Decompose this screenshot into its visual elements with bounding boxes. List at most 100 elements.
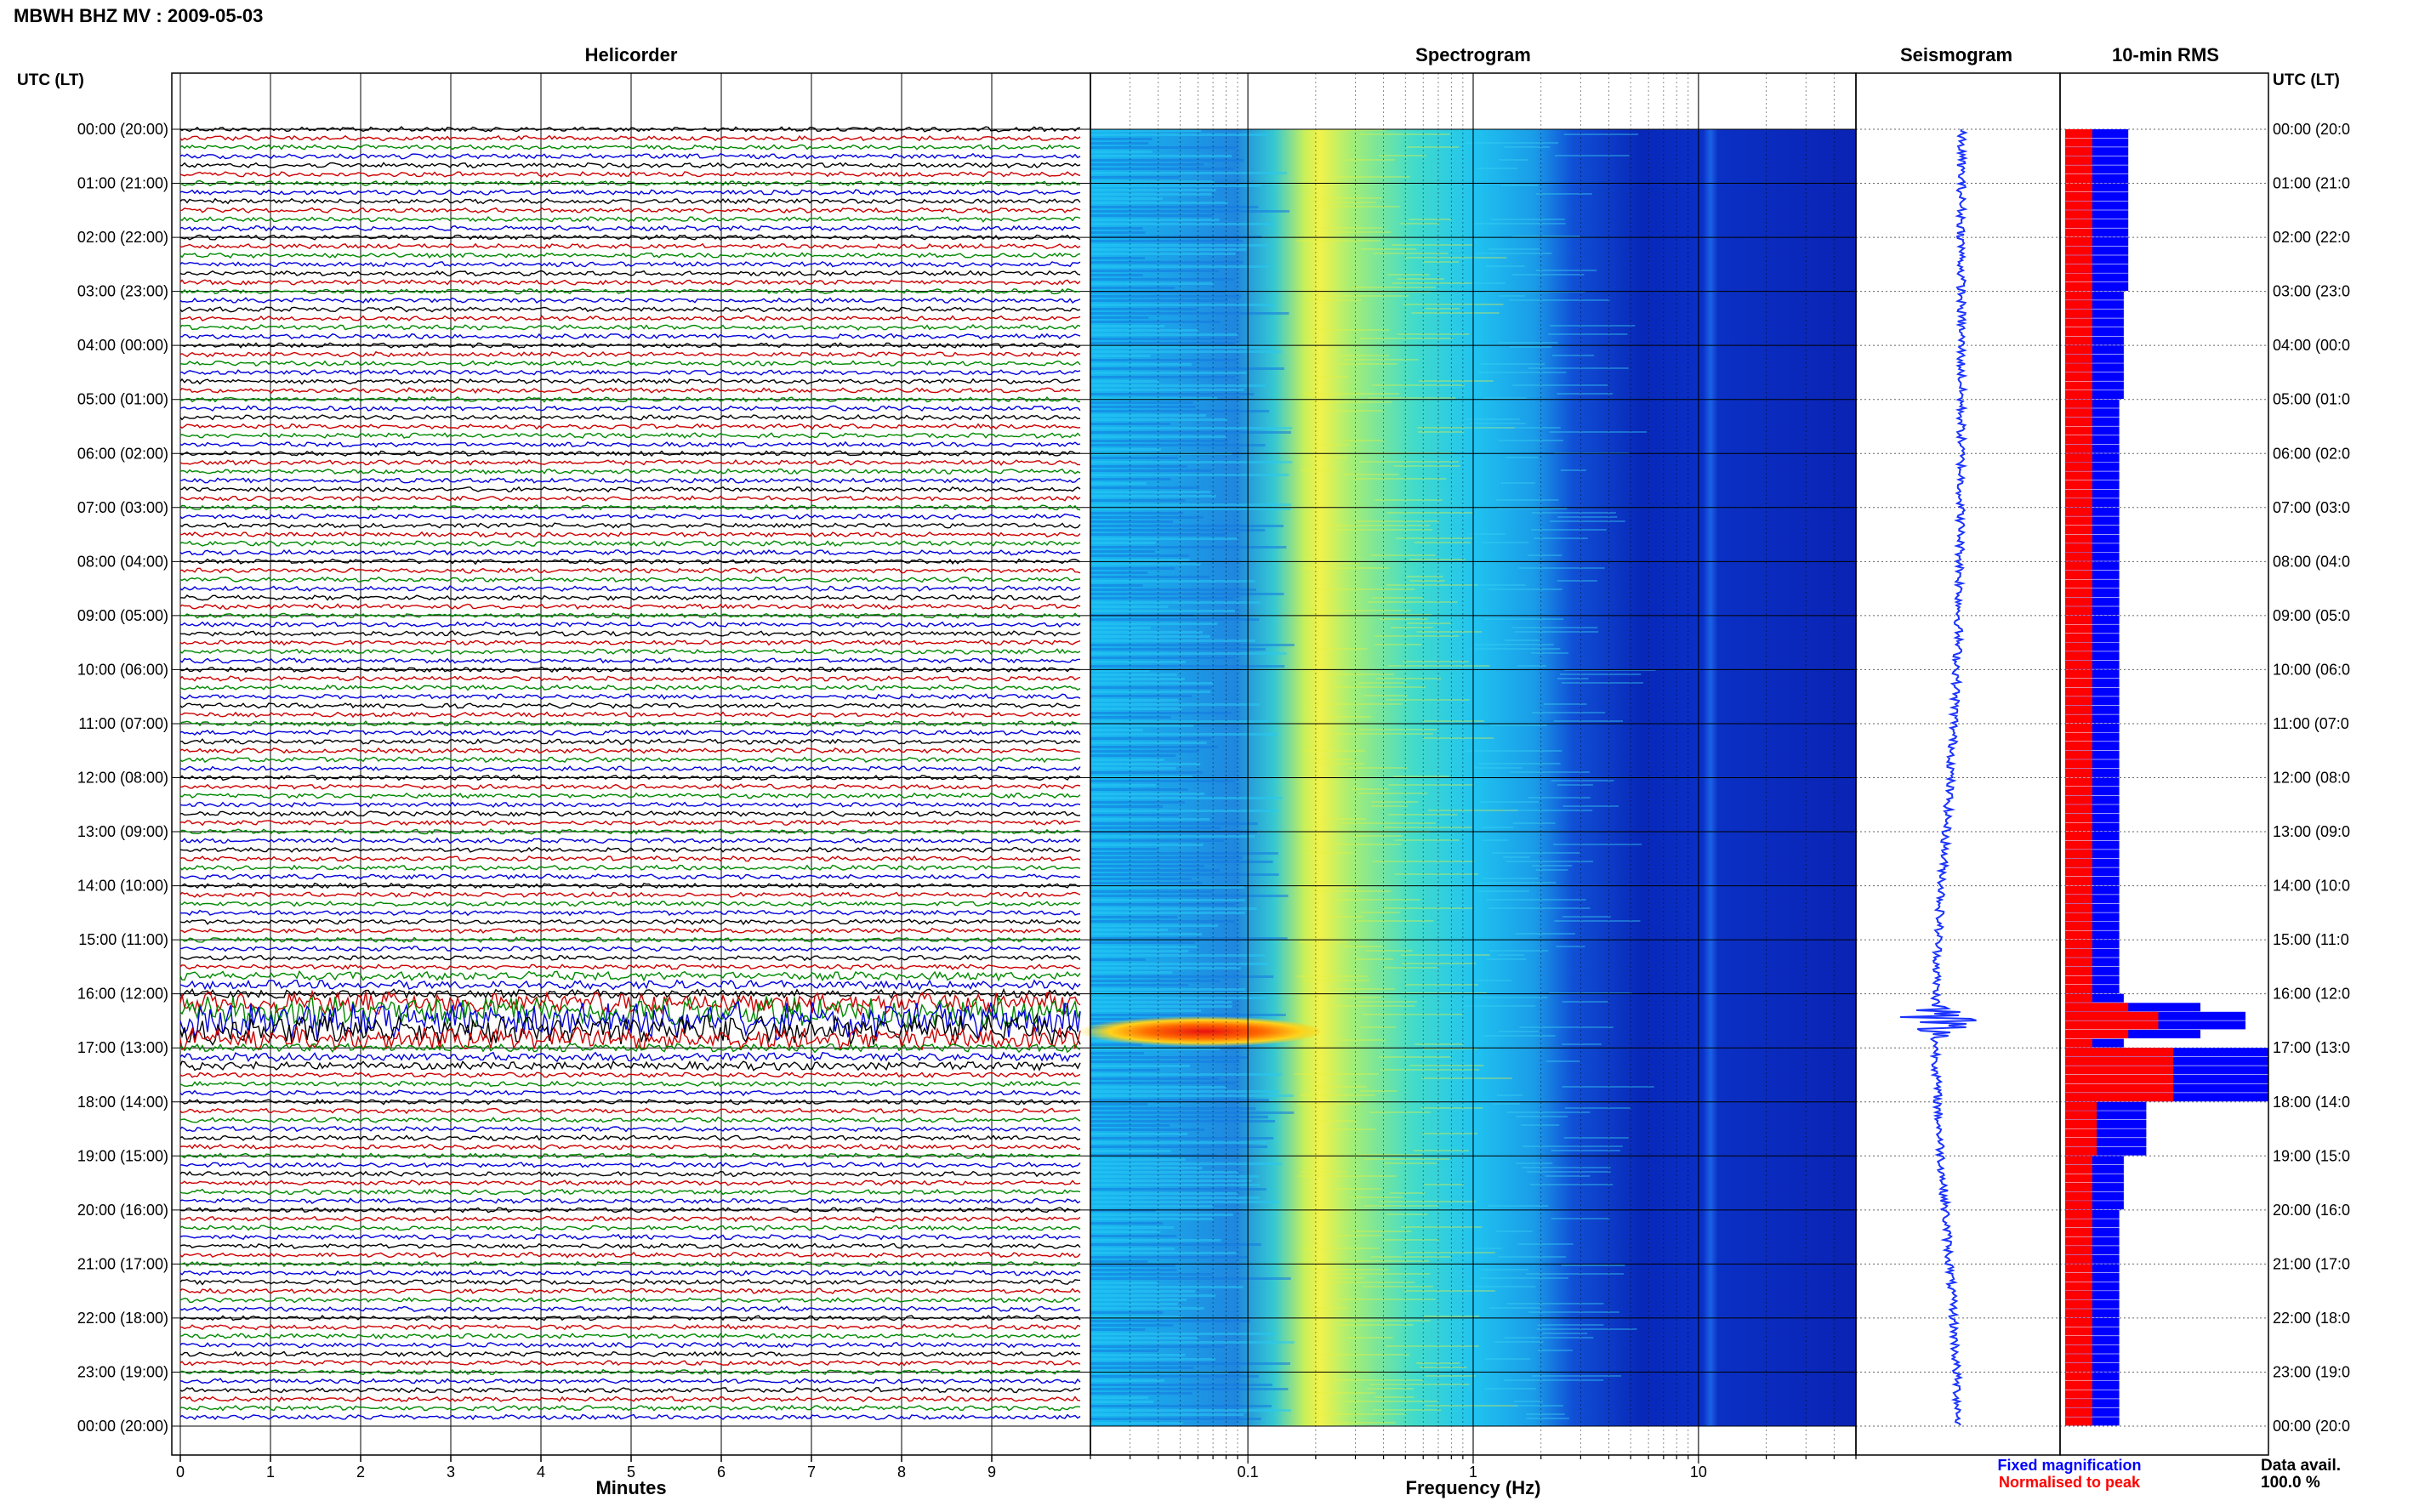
spectrogram-streak xyxy=(1090,661,1187,663)
spectrogram-streak xyxy=(1406,576,1443,577)
helicorder-trace xyxy=(179,864,1081,872)
spectrogram-streak xyxy=(1090,168,1234,170)
spectrogram-streak xyxy=(1090,563,1201,566)
rms-normalised-bar xyxy=(2065,1362,2092,1372)
rms-fixed-bar xyxy=(2065,273,2129,282)
helicorder-trace xyxy=(179,630,1081,637)
rms-normalised-bar xyxy=(2065,264,2092,273)
rms-normalised-bar xyxy=(2065,624,2092,634)
rms-fixed-bar xyxy=(2065,1128,2147,1138)
spectrogram-streak xyxy=(1383,1162,1437,1164)
rms-normalised-bar xyxy=(2065,354,2092,363)
spectrogram-streak xyxy=(1482,542,1528,543)
spectrogram-streak xyxy=(1090,329,1198,332)
helicorder-trace xyxy=(179,1323,1081,1331)
spectrogram-streak xyxy=(1375,678,1442,679)
spectrogram-streak xyxy=(1500,185,1539,186)
spectrogram-streak xyxy=(1465,750,1562,752)
helicorder-trace xyxy=(179,747,1081,754)
rms-fixed-bar xyxy=(2065,174,2129,183)
rms-fixed-bar xyxy=(2065,309,2124,318)
spectrogram-streak xyxy=(1499,295,1525,297)
rms-normalised-bar xyxy=(2065,417,2092,426)
hour-label: 05:00 (01:00) xyxy=(77,391,168,408)
spectrogram-streak xyxy=(1373,253,1449,254)
hour-label: 06:00 (02:00) xyxy=(77,445,168,462)
spectrogram-streak xyxy=(1090,1303,1178,1305)
rms-normalised-bar xyxy=(2065,615,2092,624)
rms-normalised-bar xyxy=(2065,822,2092,832)
spectrogram-streak xyxy=(1090,146,1237,149)
spectrogram-streak xyxy=(1422,737,1494,739)
helicorder-trace xyxy=(179,585,1081,592)
spectrogram-streak xyxy=(1360,1090,1397,1092)
spectrogram-streak xyxy=(1512,822,1556,824)
spectrogram-streak xyxy=(1323,610,1411,611)
rms-normalised-bar xyxy=(2065,372,2092,381)
rms-fixed-bar xyxy=(2065,1191,2124,1201)
rms-normalised-bar xyxy=(2065,309,2092,318)
spectrogram-streak xyxy=(1535,869,1568,871)
hour-label-right: 13:00 (09:0 xyxy=(2273,823,2350,840)
rms-normalised-bar xyxy=(2065,192,2092,202)
spectrogram-streak xyxy=(1090,1396,1149,1399)
helicorder-trace xyxy=(179,738,1081,745)
helicorder-trace xyxy=(179,873,1081,880)
rms-normalised-bar xyxy=(2065,147,2092,156)
helicorder-trace xyxy=(179,1269,1081,1276)
hour-label-right: 11:00 (07:0 xyxy=(2273,715,2349,732)
helicorder-trace xyxy=(179,1117,1081,1123)
spectrogram-streak xyxy=(1312,1413,1407,1415)
helicorder-trace xyxy=(179,989,1081,1017)
spectrogram-streak xyxy=(1340,440,1383,441)
spectrogram-streak xyxy=(1090,1005,1232,1008)
helicorder-trace xyxy=(179,152,1081,160)
rms-normalised-bar xyxy=(2065,507,2092,516)
spectrogram-streak xyxy=(1090,546,1287,549)
spectrogram-streak xyxy=(1090,882,1203,884)
rms-normalised-bar xyxy=(2065,1119,2097,1128)
rms-normalised-bar xyxy=(2065,895,2092,904)
helicorder-trace xyxy=(179,1107,1081,1115)
spectrogram-streak xyxy=(1504,1337,1594,1339)
spectrogram-streak xyxy=(1489,950,1549,952)
rms-normalised-bar xyxy=(2065,1011,2159,1020)
spectrogram-streak xyxy=(1090,1367,1194,1369)
seismogram-title: Seismogram xyxy=(1900,44,2012,65)
rms-normalised-bar xyxy=(2065,993,2092,1003)
rms-normalised-bar xyxy=(2065,966,2092,975)
rms-fixed-bar xyxy=(2065,345,2124,355)
spectrogram-streak xyxy=(1090,1060,1240,1063)
hour-label-right: 06:00 (02:0 xyxy=(2273,445,2350,462)
rms-normalised-bar xyxy=(2065,156,2092,165)
spectrogram-streak xyxy=(1530,529,1607,531)
helicorder-tick-label: 1 xyxy=(266,1464,275,1481)
rms-normalised-bar xyxy=(2065,336,2092,345)
spectrogram-streak xyxy=(1384,967,1438,969)
helicorder-trace xyxy=(179,783,1081,790)
spectrogram-streak xyxy=(1090,1150,1171,1152)
spectrogram-streak xyxy=(1090,1269,1177,1271)
spectrogram-streak xyxy=(1348,767,1408,769)
seismogram-trace xyxy=(1900,128,1977,1426)
rms-fixed-bar xyxy=(2065,372,2124,381)
spectrogram-streak xyxy=(1504,146,1551,148)
helicorder-trace xyxy=(179,162,1081,169)
spectrogram-streak xyxy=(1372,384,1465,386)
spectrogram-streak xyxy=(1090,1388,1289,1390)
helicorder-trace xyxy=(179,558,1081,566)
spectrogram-streak xyxy=(1511,384,1608,386)
spectrogram-streak xyxy=(1511,274,1585,276)
rms-normalised-bar xyxy=(2065,1407,2092,1417)
helicorder-trace xyxy=(179,1098,1081,1106)
spectrogram-streak xyxy=(1505,457,1538,458)
spectrogram-streak xyxy=(1090,1001,1232,1003)
left-time-axis-label: UTC (LT) xyxy=(17,71,84,89)
spectrogram-streak xyxy=(1090,967,1241,969)
spectrogram-streak xyxy=(1090,890,1213,893)
spectrogram-streak xyxy=(1090,754,1176,757)
rms-normalised-bar xyxy=(2065,1209,2092,1219)
spectrogram-streak xyxy=(1090,295,1242,298)
spectrogram-streak xyxy=(1090,384,1266,387)
spectrogram-streak xyxy=(1090,435,1227,438)
